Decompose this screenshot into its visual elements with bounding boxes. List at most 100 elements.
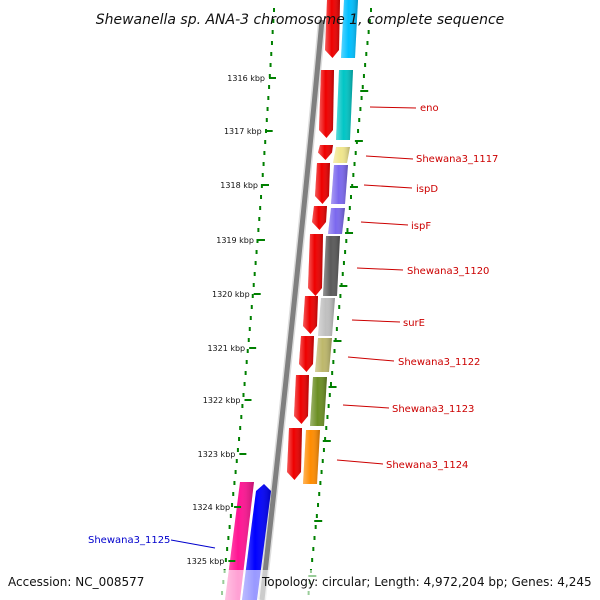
- ring-dot: [370, 8, 372, 12]
- ring-dot: [368, 19, 371, 23]
- gene-label: Shewana3_1124: [386, 460, 468, 471]
- ring-dot: [259, 206, 262, 210]
- ring-dot: [315, 514, 318, 518]
- cds-arrow-shade: [308, 234, 323, 296]
- ring-dot: [232, 492, 235, 496]
- gene-label-leader: [347, 356, 395, 362]
- ring-dot: [313, 536, 316, 540]
- ring-dot: [326, 415, 329, 419]
- ring-dot: [263, 151, 266, 155]
- ring-dot: [266, 107, 269, 111]
- ring-dot: [341, 272, 344, 276]
- ring-dot: [252, 283, 255, 287]
- ring-dot: [338, 305, 341, 309]
- accession-text: Accession: NC_008577: [8, 575, 144, 589]
- gene-label: Shewana3_1123: [392, 404, 474, 415]
- ring-dash: [360, 90, 369, 92]
- gene-label-leader: [369, 106, 417, 109]
- tick-label: 1320 kbp: [212, 290, 250, 299]
- tick-label: 1316 kbp: [227, 74, 265, 83]
- ring-dot: [261, 173, 264, 177]
- ring-dot: [324, 437, 327, 441]
- tick-label: 1323 kbp: [198, 450, 236, 459]
- tick-mark: [265, 130, 273, 132]
- tick-mark: [228, 560, 236, 562]
- gene-block-shade: [333, 147, 350, 163]
- ring-dot: [357, 129, 360, 133]
- ring-dot: [251, 294, 254, 298]
- ring-dash: [349, 186, 358, 188]
- ring-dot: [364, 63, 367, 67]
- tick-mark: [257, 239, 265, 241]
- ring-dot: [250, 305, 253, 309]
- ring-dash: [333, 340, 342, 342]
- gene-block-shade: [341, 0, 358, 58]
- gene-label: ispF: [411, 221, 431, 232]
- ring-dot: [360, 96, 363, 100]
- ring-dot: [333, 349, 336, 353]
- ring-dash: [339, 285, 348, 287]
- gene-block-shade: [328, 208, 345, 234]
- ring-dot: [254, 261, 257, 265]
- ring-dot: [349, 195, 352, 199]
- ring-dot: [228, 525, 231, 529]
- ring-dot: [346, 228, 349, 232]
- ring-dot: [335, 327, 338, 331]
- ring-dot: [253, 272, 256, 276]
- ring-dot: [268, 85, 271, 89]
- gene-label: Shewana3_1125: [88, 535, 170, 546]
- kbp-tick-track: 1316 kbp 1317 kbp 1318 kbp 1319 kbp 1320 kbp…: [187, 74, 276, 566]
- backbone: [258, 19, 326, 600]
- gene-label: Shewana3_1120: [407, 266, 489, 277]
- ring-dot: [352, 173, 355, 177]
- ring-dot: [231, 503, 234, 507]
- gene-block-shade: [336, 70, 353, 140]
- ring-dot: [239, 426, 242, 430]
- ring-dot: [240, 415, 243, 419]
- gene-label: Shewana3_1117: [416, 154, 498, 165]
- ring-dot: [243, 382, 246, 386]
- tick-mark: [249, 347, 257, 349]
- cds-arrow-shade: [299, 336, 314, 372]
- ring-dot: [348, 206, 351, 210]
- ring-dot: [318, 492, 321, 496]
- cds-arrow-shade: [318, 145, 333, 160]
- ring-dot: [362, 74, 365, 78]
- ring-dash: [328, 386, 337, 388]
- ring-dot: [365, 52, 368, 56]
- gene-label-leader: [351, 319, 401, 323]
- gene-block-shade: [318, 298, 335, 336]
- gene-block-shade: [303, 430, 320, 484]
- ring-dot: [314, 525, 317, 529]
- ring-dot: [337, 316, 340, 320]
- ring-dot: [258, 217, 261, 221]
- tick-label: 1321 kbp: [207, 344, 245, 353]
- ring-dot: [233, 481, 236, 485]
- gene-label-leader: [342, 404, 390, 409]
- ring-dot: [247, 338, 250, 342]
- ring-dot: [272, 19, 275, 23]
- ring-dot: [312, 547, 315, 551]
- ring-dot: [268, 74, 271, 78]
- cds-arrow-shade: [315, 163, 330, 204]
- tick-mark: [262, 184, 270, 186]
- ring-dot: [267, 96, 270, 100]
- ring-dot: [311, 558, 314, 562]
- ring-dot: [366, 41, 369, 45]
- ring-dot: [322, 448, 325, 452]
- topology-text: Topology: circular; Length: 4,972,204 bp…: [261, 575, 592, 589]
- ring-dot: [256, 239, 259, 243]
- tick-label: 1317 kbp: [224, 127, 262, 136]
- ring-dot: [271, 30, 274, 34]
- ring-dot: [244, 371, 247, 375]
- ring-dot: [344, 250, 347, 254]
- tick-mark: [269, 77, 276, 79]
- ring-dot: [249, 316, 252, 320]
- ring-dot: [353, 162, 356, 166]
- ring-dot: [339, 294, 342, 298]
- ring-dot: [325, 426, 328, 430]
- cds-arrow-shade: [319, 70, 334, 138]
- ring-dot: [319, 481, 322, 485]
- gene-block-shade: [315, 338, 332, 372]
- ring-dot: [235, 459, 238, 463]
